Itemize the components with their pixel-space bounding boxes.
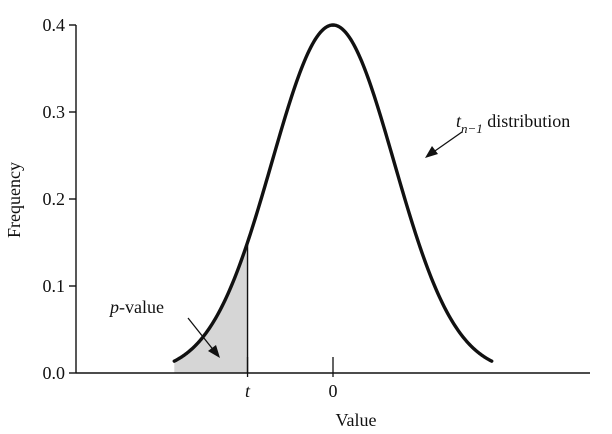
distribution-arrowhead <box>425 146 438 158</box>
y-tick-label: 0.2 <box>43 189 66 209</box>
y-tick-label: 0.0 <box>43 363 66 383</box>
distribution-curve <box>172 23 494 363</box>
distribution-annotation: tn−1 distribution <box>456 111 570 136</box>
p-value-arrow-line <box>187 317 216 353</box>
p-value-shaded-area <box>174 242 248 373</box>
x-tick-label: 0 <box>329 381 338 401</box>
distribution-arrow-line <box>431 131 463 154</box>
y-axis-label: Frequency <box>4 162 24 238</box>
p-value-arrowhead <box>208 345 220 358</box>
x-tick-label: t <box>245 381 251 401</box>
y-tick-label: 0.1 <box>43 276 66 296</box>
p-value-annotation: p-value <box>108 297 164 317</box>
y-tick-label: 0.4 <box>43 15 66 35</box>
y-tick-label: 0.3 <box>43 102 66 122</box>
x-axis-label: Value <box>336 410 377 430</box>
